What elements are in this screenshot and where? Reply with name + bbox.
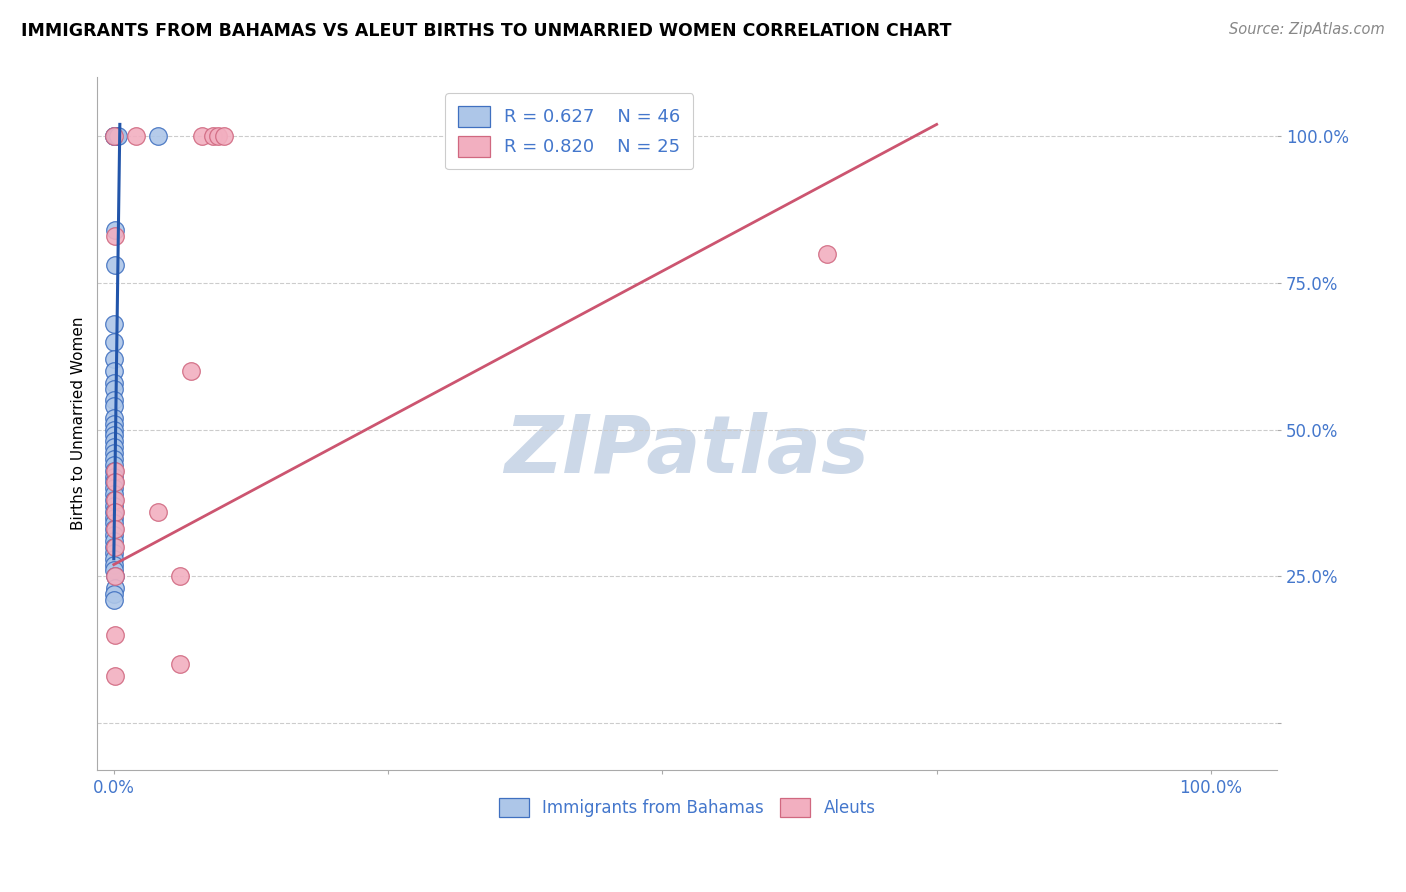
Point — [104, 628, 127, 642]
Point — [103, 516, 125, 531]
Point — [103, 399, 125, 413]
Point — [103, 487, 125, 501]
Point — [146, 505, 169, 519]
Point — [104, 228, 127, 243]
Point — [103, 434, 125, 449]
Point — [103, 376, 125, 390]
Point — [103, 428, 125, 442]
Point — [125, 129, 148, 144]
Point — [103, 481, 125, 495]
Point — [103, 551, 125, 566]
Point — [104, 522, 127, 536]
Point — [103, 423, 125, 437]
Point — [103, 129, 125, 144]
Point — [103, 410, 125, 425]
Point — [103, 522, 125, 536]
Point — [103, 493, 125, 508]
Point — [212, 129, 235, 144]
Point — [103, 464, 125, 478]
Point — [103, 558, 125, 572]
Point — [596, 129, 619, 144]
Point — [107, 129, 129, 144]
Point — [103, 317, 125, 331]
Point — [640, 129, 662, 144]
Point — [464, 129, 486, 144]
Point — [103, 446, 125, 460]
Point — [662, 129, 685, 144]
Point — [103, 129, 125, 144]
Point — [103, 334, 125, 349]
Point — [104, 569, 127, 583]
Point — [103, 393, 125, 408]
Text: IMMIGRANTS FROM BAHAMAS VS ALEUT BIRTHS TO UNMARRIED WOMEN CORRELATION CHART: IMMIGRANTS FROM BAHAMAS VS ALEUT BIRTHS … — [21, 22, 952, 40]
Point — [103, 528, 125, 542]
Legend: Immigrants from Bahamas, Aleuts: Immigrants from Bahamas, Aleuts — [492, 791, 883, 824]
Point — [104, 669, 127, 683]
Point — [146, 129, 169, 144]
Point — [169, 657, 191, 672]
Point — [103, 540, 125, 554]
Point — [103, 129, 125, 144]
Point — [103, 587, 125, 601]
Text: ZIPatlas: ZIPatlas — [505, 412, 869, 491]
Point — [103, 352, 125, 367]
Point — [105, 129, 128, 144]
Point — [201, 129, 224, 144]
Point — [207, 129, 229, 144]
Point — [190, 129, 212, 144]
Point — [104, 569, 127, 583]
Point — [103, 564, 125, 578]
Point — [103, 458, 125, 472]
Point — [104, 475, 127, 490]
Point — [103, 382, 125, 396]
Point — [104, 223, 127, 237]
Point — [104, 581, 127, 595]
Y-axis label: Births to Unmarried Women: Births to Unmarried Women — [72, 317, 86, 531]
Point — [103, 364, 125, 378]
Point — [104, 505, 127, 519]
Point — [103, 510, 125, 524]
Point — [103, 505, 125, 519]
Point — [103, 534, 125, 549]
Point — [103, 546, 125, 560]
Point — [103, 417, 125, 431]
Point — [103, 499, 125, 513]
Point — [104, 464, 127, 478]
Point — [104, 493, 127, 508]
Point — [104, 540, 127, 554]
Point — [103, 440, 125, 454]
Point — [103, 469, 125, 483]
Point — [169, 569, 191, 583]
Text: Source: ZipAtlas.com: Source: ZipAtlas.com — [1229, 22, 1385, 37]
Point — [180, 364, 202, 378]
Point — [104, 258, 127, 272]
Point — [103, 451, 125, 466]
Point — [815, 246, 838, 260]
Point — [103, 592, 125, 607]
Point — [103, 475, 125, 490]
